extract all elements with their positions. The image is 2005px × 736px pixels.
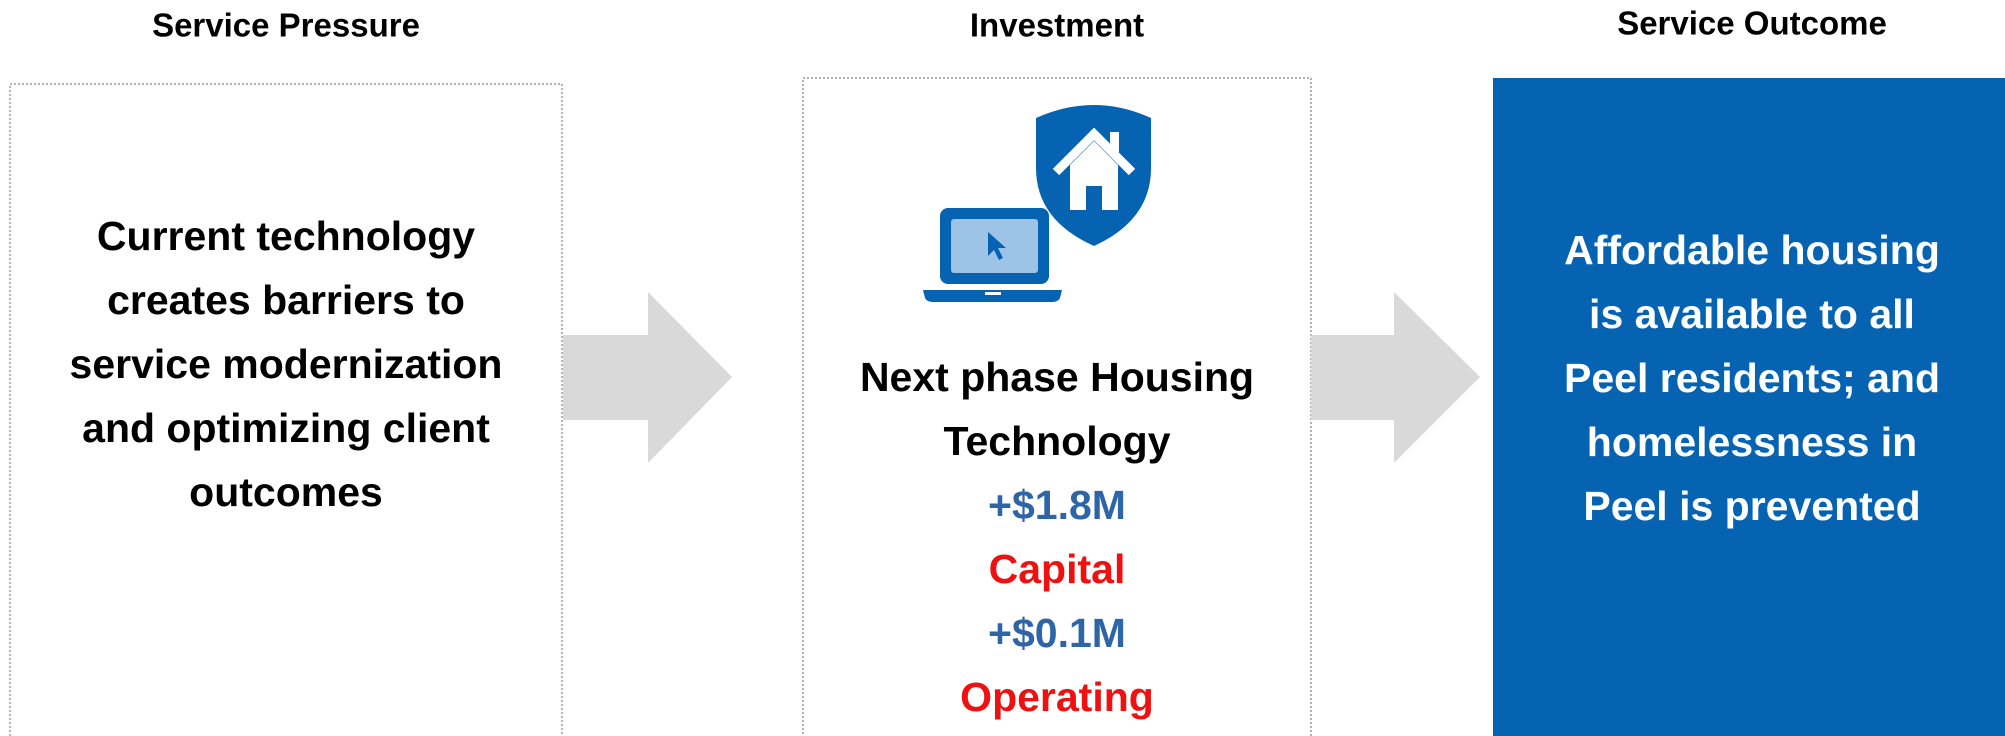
amount: +$0.1M bbox=[988, 610, 1126, 656]
body-line: Current technology bbox=[97, 213, 475, 259]
arrow bbox=[1311, 292, 1480, 463]
body-line: outcomes bbox=[189, 469, 383, 515]
body-line: creates barriers to bbox=[107, 277, 465, 323]
body-line: homelessness in bbox=[1587, 419, 1917, 465]
body-line: Peel residents; and bbox=[1564, 355, 1940, 401]
body-line: service modernization bbox=[70, 341, 503, 387]
body-line: is available to all bbox=[1589, 291, 1915, 337]
amount: +$1.8M bbox=[988, 482, 1126, 528]
body-line: Technology bbox=[943, 418, 1170, 464]
body-line: Affordable housing bbox=[1564, 227, 1940, 273]
column-heading: Investment bbox=[970, 7, 1144, 44]
body-line: Peel is prevented bbox=[1583, 483, 1920, 529]
body-line: and optimizing client bbox=[82, 405, 490, 451]
body-line: Next phase Housing bbox=[860, 354, 1254, 400]
column-heading: Service Outcome bbox=[1617, 5, 1887, 42]
budget-type: Operating bbox=[960, 674, 1154, 720]
column-heading: Service Pressure bbox=[152, 7, 420, 44]
shield-house-icon bbox=[1036, 105, 1151, 246]
laptop-icon bbox=[923, 208, 1062, 302]
outcome-box bbox=[1493, 78, 2005, 736]
budget-type: Capital bbox=[989, 546, 1126, 592]
pressure-box bbox=[9, 83, 563, 736]
arrow bbox=[563, 292, 732, 463]
